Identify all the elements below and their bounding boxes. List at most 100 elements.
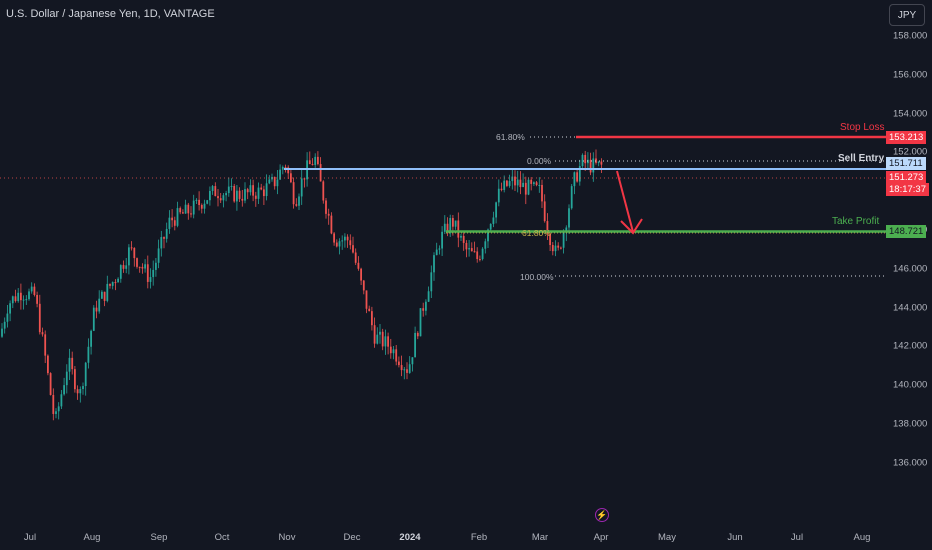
sell-entry-label: Sell Entry <box>838 153 885 164</box>
candle-body <box>87 346 90 363</box>
candle-body <box>341 240 344 242</box>
candle-body <box>441 231 443 249</box>
candle-body <box>173 220 176 226</box>
candle-body <box>589 159 592 173</box>
candle-body <box>144 264 146 269</box>
candle-body <box>90 330 92 347</box>
candle-body <box>300 178 303 197</box>
candle-body <box>47 355 49 374</box>
candle-body <box>387 336 389 347</box>
candle-body <box>101 291 103 299</box>
candle-body <box>284 167 287 169</box>
candle-body <box>414 332 416 358</box>
candle-body <box>422 308 425 311</box>
candle-body <box>476 251 479 260</box>
candle-body <box>462 235 465 243</box>
candle-body <box>52 394 55 414</box>
candle-body <box>530 179 533 184</box>
candle-body <box>163 237 165 239</box>
candle-body <box>427 291 430 302</box>
candle-body <box>433 255 435 273</box>
fib-label-zero: 0.00% <box>527 156 552 166</box>
candle-body <box>465 242 468 250</box>
candle-body <box>379 331 381 335</box>
candle-body <box>487 229 489 242</box>
candle-body <box>36 294 38 304</box>
candle-body <box>392 349 395 354</box>
time-axis-label: Aug <box>853 532 871 543</box>
candle-body <box>578 166 581 182</box>
current-price-tag: 151.273 <box>886 171 927 184</box>
candle-body <box>22 299 25 301</box>
candle-body <box>484 241 487 249</box>
countdown-tag: 18:17:37 <box>886 183 929 196</box>
sell-entry-tag: 151.711 <box>886 157 926 170</box>
candle-body <box>489 223 492 230</box>
price-axis-label: 154.000 <box>893 108 928 120</box>
candle-body <box>400 365 403 371</box>
candle-body <box>543 201 546 222</box>
take-profit-tag: 148.721 <box>886 225 927 238</box>
candle-body <box>354 252 357 263</box>
candle-body <box>3 321 6 329</box>
currency-button[interactable]: JPY <box>889 4 925 26</box>
time-axis-label: May <box>658 532 676 543</box>
candle-body <box>438 248 441 250</box>
candle-body <box>33 286 36 295</box>
candle-body <box>549 233 551 246</box>
candle-body <box>268 179 271 184</box>
candle-body <box>319 164 322 182</box>
candle-body <box>570 186 573 209</box>
candle-body <box>454 220 457 227</box>
candle-body <box>508 181 511 186</box>
candle-body <box>317 156 319 165</box>
candle-body <box>152 269 155 278</box>
candle-body <box>273 176 276 187</box>
candle-body <box>238 190 241 199</box>
candle-body <box>600 161 603 165</box>
candle-body <box>325 200 327 214</box>
time-axis-label: Jul <box>23 532 37 543</box>
candle-body <box>244 189 246 201</box>
price-axis-label: 140.000 <box>893 379 928 391</box>
candle-body <box>519 179 522 188</box>
candle-body <box>524 182 527 195</box>
stop-loss-label: Stop Loss <box>840 122 885 133</box>
candle-body <box>95 307 98 312</box>
candle-body <box>389 346 392 354</box>
candle-body <box>290 173 292 183</box>
candle-body <box>138 266 141 268</box>
candle-body <box>395 349 398 362</box>
candle-body <box>500 188 503 190</box>
candle-body <box>503 180 506 190</box>
candle-body <box>44 334 47 356</box>
lightning-icon[interactable]: ⚡ <box>595 508 609 522</box>
candle-body <box>128 247 130 266</box>
candle-body <box>527 179 530 195</box>
candle-body <box>349 240 352 246</box>
stop-loss-tag: 153.213 <box>886 131 927 144</box>
candle-body <box>179 208 182 213</box>
candle-body <box>557 245 560 248</box>
candle-body <box>295 204 298 206</box>
candle-body <box>298 196 300 206</box>
candle-body <box>292 182 295 205</box>
candle-body <box>65 371 68 386</box>
candle-body <box>535 182 538 186</box>
price-axis-label: 158.000 <box>893 30 928 42</box>
candle-body <box>435 249 438 256</box>
candle-body <box>254 195 257 199</box>
candle-body <box>522 182 524 188</box>
candle-body <box>122 265 125 269</box>
candle-body <box>452 218 454 227</box>
candle-body <box>168 217 171 229</box>
candle-body <box>506 180 508 186</box>
candle-body <box>165 228 168 239</box>
candle-body <box>381 331 384 347</box>
candle-body <box>497 188 500 203</box>
candle-body <box>565 227 568 232</box>
candle-body <box>57 406 60 412</box>
candle-body <box>362 280 365 291</box>
candle-body <box>368 308 371 312</box>
